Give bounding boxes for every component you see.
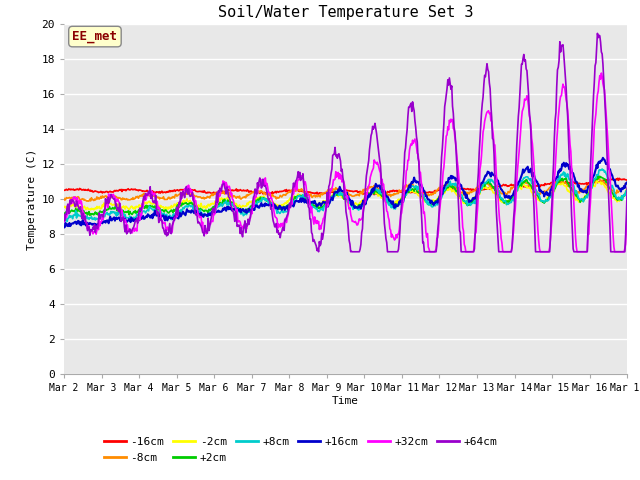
X-axis label: Time: Time: [332, 396, 359, 406]
Y-axis label: Temperature (C): Temperature (C): [28, 149, 37, 250]
Text: EE_met: EE_met: [72, 30, 118, 43]
Legend: -16cm, -8cm, -2cm, +2cm, +8cm, +16cm, +32cm, +64cm: -16cm, -8cm, -2cm, +2cm, +8cm, +16cm, +3…: [99, 432, 502, 467]
Title: Soil/Water Temperature Set 3: Soil/Water Temperature Set 3: [218, 5, 474, 20]
